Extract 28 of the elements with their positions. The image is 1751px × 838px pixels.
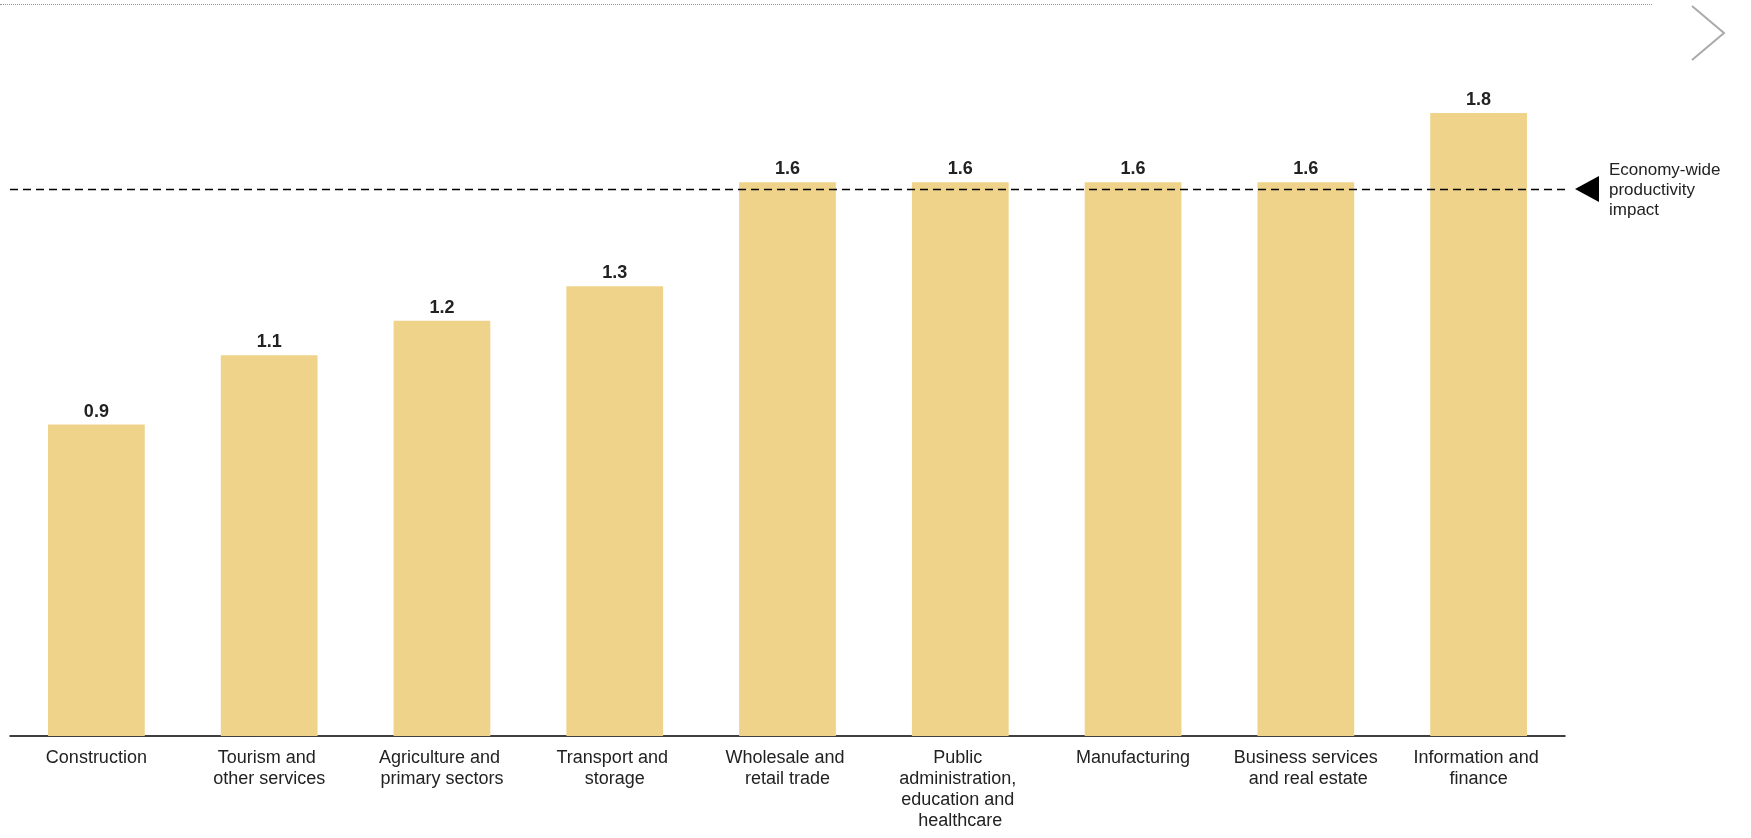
x-tick-label: Information and finance bbox=[1413, 746, 1544, 788]
x-tick-label: Transport and storage bbox=[556, 746, 673, 788]
x-tick-label: Manufacturing bbox=[1076, 746, 1191, 767]
x-tick-label: Business services and real estate bbox=[1233, 746, 1378, 788]
bar bbox=[911, 182, 1009, 736]
data-label: 0.9 bbox=[83, 400, 109, 421]
x-tick-label: Construction bbox=[45, 746, 147, 767]
bar bbox=[393, 320, 491, 736]
x-tick-label: Agriculture and primary sectors bbox=[378, 746, 505, 788]
data-label: 1.3 bbox=[602, 262, 628, 283]
bar bbox=[220, 355, 318, 736]
bar bbox=[1430, 113, 1527, 736]
data-label: 1.1 bbox=[256, 331, 282, 352]
bar bbox=[1084, 182, 1182, 736]
data-label: 1.6 bbox=[1120, 158, 1146, 179]
bar bbox=[1257, 182, 1355, 736]
data-label: 1.2 bbox=[429, 296, 455, 317]
bar bbox=[566, 286, 664, 736]
x-tick-label: Wholesale and retail trade bbox=[725, 746, 850, 788]
bar bbox=[48, 424, 145, 736]
data-label: 1.6 bbox=[947, 158, 973, 179]
x-tick-label: Tourism and other services bbox=[213, 746, 326, 788]
data-label: 1.8 bbox=[1466, 89, 1492, 110]
bar bbox=[739, 182, 836, 736]
data-label: 1.6 bbox=[774, 158, 801, 179]
x-tick-label: Public administration, education and healthcare bbox=[899, 746, 1022, 830]
ref-line-label: Economy-wide productivity impact bbox=[1609, 159, 1726, 219]
data-label: 1.6 bbox=[1293, 158, 1319, 179]
